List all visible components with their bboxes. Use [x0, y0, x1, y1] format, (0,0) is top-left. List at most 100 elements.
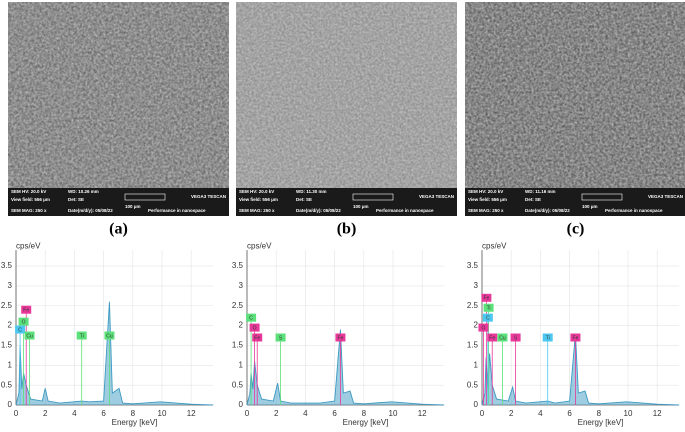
- sem-info: WD: 11.16 mm: [525, 189, 556, 194]
- y-axis-label: cps/eV: [482, 241, 507, 250]
- annotation: Fe: [489, 335, 495, 341]
- y-tick-label: 3.5: [1, 261, 13, 270]
- annotation-box: [24, 331, 35, 340]
- y-tick-label: 3: [474, 281, 479, 290]
- annotation-box: [104, 331, 115, 340]
- annotation: Cu: [26, 333, 33, 339]
- annotation-box: [497, 333, 508, 342]
- annotation: Ti: [487, 306, 491, 312]
- annotation-box: [76, 331, 87, 340]
- x-axis-label: Energy [keV]: [578, 418, 624, 427]
- y-axis-label: cps/eV: [247, 241, 272, 250]
- y-tick-label: 0: [474, 400, 479, 409]
- y-tick-label: 2: [474, 321, 479, 330]
- y-tick-label: 3.5: [467, 261, 479, 270]
- x-tick-label: 8: [131, 409, 136, 418]
- sem-info: Date(m/d/y): 05/08/22: [296, 208, 341, 213]
- y-axis-label: cps/eV: [16, 241, 41, 250]
- x-tick-label: 6: [332, 409, 337, 418]
- annotation: C: [249, 315, 253, 321]
- x-tick-label: 10: [389, 409, 398, 418]
- sem-info: 100 μm: [125, 204, 141, 209]
- sem-info: SEM MAG: 250 x: [239, 208, 275, 213]
- x-tick-label: 0: [14, 409, 19, 418]
- annotation: Cu: [499, 335, 506, 341]
- x-tick-label: 0: [480, 409, 485, 418]
- x-tick-label: 4: [538, 409, 543, 418]
- x-tick-label: 12: [653, 409, 662, 418]
- annotation-box: [15, 325, 26, 334]
- sem-texture: [8, 2, 229, 188]
- spectrum-line: [246, 329, 445, 406]
- y-tick-label: 3.5: [232, 261, 244, 270]
- sem-info: 100 μm: [353, 204, 369, 209]
- sem-info: SEM HV: 20.0 kV: [468, 189, 503, 194]
- sem-info: 100 μm: [582, 204, 598, 209]
- annotation-box: [542, 333, 553, 342]
- annotation-box: [18, 317, 29, 326]
- y-tick-label: 0.5: [1, 380, 13, 389]
- y-tick-label: 1.5: [232, 341, 244, 350]
- sem-info: WD: 10.26 mm: [68, 189, 99, 194]
- sem-info: Det: SE: [525, 197, 541, 202]
- annotation-box: [482, 313, 493, 322]
- y-tick-label: 3: [239, 281, 244, 290]
- sem-info: Performance in nanospace: [376, 208, 434, 213]
- x-tick-label: 12: [418, 409, 427, 418]
- sem-info: SEM HV: 20.0 kV: [11, 189, 46, 194]
- sem-info: SEM MAG: 250 x: [468, 208, 504, 213]
- annotation: Fe: [483, 296, 489, 302]
- scale-bar: [581, 193, 623, 201]
- sem-texture: [465, 2, 685, 188]
- sem-info: VEGA3 TESCAN: [648, 194, 683, 199]
- panel-label: (a): [109, 221, 128, 238]
- sem-info: View field: 556 μm: [11, 197, 50, 202]
- panel-label: (b): [337, 221, 357, 238]
- sem-info-bar: [465, 188, 685, 216]
- annotation-box: [335, 333, 346, 342]
- x-axis-label: Energy [keV]: [112, 418, 158, 427]
- annotation-box: [275, 333, 286, 342]
- x-tick-label: 10: [158, 409, 167, 418]
- sem-info: View field: 556 μm: [239, 197, 278, 202]
- annotation-box: [570, 333, 581, 342]
- x-tick-label: 4: [72, 409, 77, 418]
- panel-label: (c): [567, 221, 585, 238]
- y-tick-label: 3: [8, 281, 13, 290]
- annotation: Cu: [106, 333, 113, 339]
- x-tick-label: 12: [187, 409, 196, 418]
- sem-info: SEM HV: 20.0 kV: [239, 189, 274, 194]
- y-tick-label: 0: [239, 400, 244, 409]
- sem-info: Det: SE: [68, 197, 84, 202]
- y-tick-label: 0.5: [467, 380, 479, 389]
- y-tick-label: 2.5: [232, 301, 244, 310]
- annotation-box: [249, 323, 260, 332]
- annotation: Ti: [546, 335, 550, 341]
- annotation: C: [486, 315, 490, 321]
- scale-bar: [352, 193, 394, 201]
- annotation-box: [478, 323, 489, 332]
- x-tick-label: 6: [567, 409, 572, 418]
- x-tick-label: 6: [101, 409, 106, 418]
- y-tick-label: 1.5: [1, 341, 13, 350]
- sem-info: View field: 556 μm: [468, 197, 507, 202]
- x-tick-label: 2: [274, 409, 279, 418]
- x-axis-label: Energy [keV]: [343, 418, 389, 427]
- sem-info: Performance in nanospace: [148, 208, 206, 213]
- sem-info: VEGA3 TESCAN: [191, 194, 226, 199]
- sem-info: Date(m/d/y): 05/08/22: [525, 208, 570, 213]
- y-tick-label: 1: [8, 360, 13, 369]
- scale-bar: [124, 193, 166, 201]
- y-tick-label: 1: [239, 360, 244, 369]
- annotation: Fe: [254, 335, 260, 341]
- annotation: O: [253, 325, 257, 331]
- y-tick-label: 2.5: [1, 301, 13, 310]
- annotation-box: [21, 305, 32, 314]
- x-tick-label: 8: [597, 409, 602, 418]
- spectrum-fill: [482, 333, 680, 405]
- y-tick-label: 0.5: [232, 380, 244, 389]
- sem-info-bar: [8, 188, 229, 216]
- y-tick-label: 1: [474, 360, 479, 369]
